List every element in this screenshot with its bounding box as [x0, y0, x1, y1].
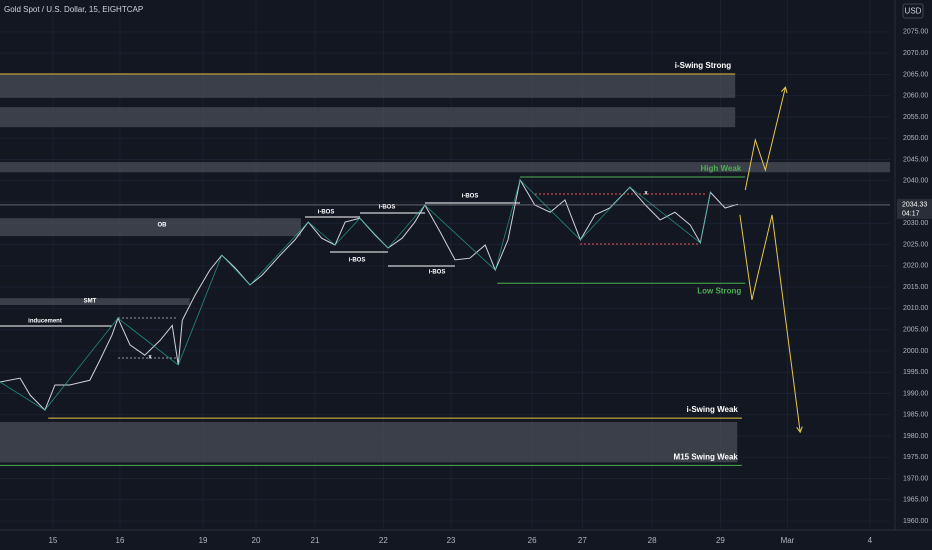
x-tick-label: 23: [447, 536, 456, 545]
currency-box[interactable]: [902, 3, 924, 19]
y-tick-label: 2065.00: [903, 71, 928, 78]
y-tick-label: 2050.00: [903, 135, 928, 142]
annotation: i-BOS: [318, 210, 335, 216]
x-tick-label: 28: [648, 536, 657, 545]
projection: [744, 87, 786, 191]
y-tick-label: 2040.00: [903, 178, 928, 185]
x-tick-label: 20: [252, 536, 261, 545]
y-tick-label: 1970.00: [903, 475, 928, 482]
x-tick-label: 16: [116, 536, 125, 545]
zone: [0, 162, 890, 173]
y-tick-label: 1960.00: [903, 518, 928, 525]
level-label: i-Swing Strong: [675, 61, 732, 70]
zone: [0, 107, 736, 128]
y-tick-label: 1990.00: [903, 390, 928, 397]
y-tick-label: 2060.00: [903, 93, 928, 100]
x-tick-label: 27: [578, 536, 587, 545]
y-tick-label: 2045.00: [903, 156, 928, 163]
y-tick-label: 2070.00: [903, 50, 928, 57]
y-tick-label: 1975.00: [903, 454, 928, 461]
x-tick-label: 21: [311, 536, 320, 545]
x-tick-label: 22: [379, 536, 388, 545]
annotation: x: [644, 191, 648, 197]
arrow-head: [781, 86, 788, 94]
annotation: x: [148, 355, 152, 361]
x-tick-label: Mar: [781, 536, 795, 545]
price-axis-panel: [895, 0, 932, 550]
y-tick-label: 2000.00: [903, 348, 928, 355]
level-label: M15 Swing Weak: [674, 452, 739, 461]
y-tick-label: 2025.00: [903, 241, 928, 248]
zone: [0, 298, 190, 305]
price-line: [0, 178, 739, 411]
y-tick-label: 2075.00: [903, 29, 928, 36]
x-tick-label: 19: [199, 536, 208, 545]
symbol-title: Gold Spot / U.S. Dollar, 15, EIGHTCAP: [4, 5, 143, 14]
y-tick-label: 1965.00: [903, 497, 928, 504]
y-tick-label: 2005.00: [903, 326, 928, 333]
annotation: i-BOS: [462, 194, 479, 200]
x-tick-label: 29: [716, 536, 725, 545]
x-tick-label: 15: [48, 536, 57, 545]
annotation: OB: [158, 223, 168, 229]
y-tick-label: 2015.00: [903, 284, 928, 291]
swing-line: [0, 179, 711, 411]
zone: [0, 218, 301, 237]
level-label: i-Swing Weak: [686, 405, 738, 414]
level-label: High Weak: [700, 164, 741, 173]
annotation: i-BOS: [379, 205, 396, 211]
annotation: i-BOS: [349, 258, 366, 264]
annotation: inducement: [28, 319, 62, 325]
projection: [739, 214, 801, 433]
arrow-head: [796, 426, 803, 434]
y-tick-label: 2030.00: [903, 220, 928, 227]
last-price-box: [897, 198, 932, 219]
countdown: 04:17: [902, 211, 920, 218]
annotation: i-BOS: [429, 270, 446, 276]
y-tick-label: 2055.00: [903, 114, 928, 121]
annotation: SMT: [84, 299, 97, 305]
zone: [0, 421, 738, 463]
y-tick-label: 2010.00: [903, 305, 928, 312]
y-tick-label: 2020.00: [903, 263, 928, 270]
y-tick-label: 1995.00: [903, 369, 928, 376]
y-tick-label: 1985.00: [903, 412, 928, 419]
x-tick-label: 4: [868, 536, 873, 545]
currency[interactable]: USD: [905, 7, 922, 16]
last-price-label: 2034.33: [902, 202, 927, 209]
x-tick-label: 26: [528, 536, 537, 545]
level-label: Low Strong: [697, 286, 741, 295]
zone: [0, 74, 736, 98]
y-tick-label: 1980.00: [903, 433, 928, 440]
